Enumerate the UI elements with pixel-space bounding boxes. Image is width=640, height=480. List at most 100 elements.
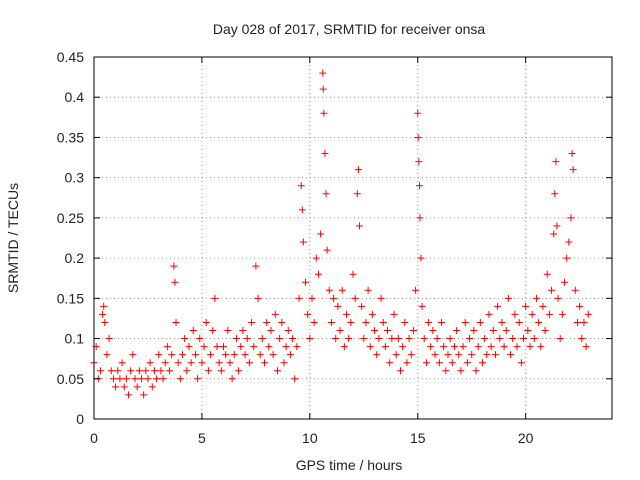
data-point xyxy=(228,375,236,383)
data-point xyxy=(168,351,176,359)
data-point xyxy=(481,335,489,343)
data-point xyxy=(99,310,107,318)
data-point xyxy=(202,318,210,326)
data-point xyxy=(526,343,534,351)
data-point xyxy=(334,302,342,310)
data-point xyxy=(563,254,571,262)
data-point xyxy=(181,335,189,343)
data-point xyxy=(133,383,141,391)
data-point xyxy=(320,109,328,117)
data-point xyxy=(433,335,441,343)
data-point xyxy=(418,302,426,310)
data-point xyxy=(463,359,471,367)
data-point xyxy=(444,351,452,359)
data-point xyxy=(442,367,450,375)
data-point xyxy=(485,310,493,318)
data-point xyxy=(539,302,547,310)
data-point xyxy=(532,294,540,302)
data-point xyxy=(122,375,130,383)
data-point xyxy=(297,182,305,190)
grid xyxy=(94,57,612,419)
data-point xyxy=(304,310,312,318)
data-point xyxy=(386,359,394,367)
data-point xyxy=(267,327,275,335)
data-point xyxy=(522,302,530,310)
data-point xyxy=(545,310,553,318)
data-point xyxy=(237,343,245,351)
data-point xyxy=(100,302,108,310)
data-point xyxy=(472,367,480,375)
data-point xyxy=(511,310,519,318)
data-point xyxy=(178,351,186,359)
data-point xyxy=(401,318,409,326)
data-point xyxy=(548,286,556,294)
data-point xyxy=(392,351,400,359)
data-point xyxy=(543,270,551,278)
data-point xyxy=(176,375,184,383)
data-point xyxy=(551,190,559,198)
data-point xyxy=(483,351,491,359)
data-point xyxy=(415,158,423,166)
data-point xyxy=(347,318,355,326)
data-point xyxy=(252,262,260,270)
data-point xyxy=(230,351,238,359)
data-point xyxy=(336,327,344,335)
data-point xyxy=(189,327,197,335)
data-point xyxy=(159,375,167,383)
data-point xyxy=(222,351,230,359)
data-point xyxy=(269,351,277,359)
data-point xyxy=(450,343,458,351)
data-point xyxy=(373,351,381,359)
data-point xyxy=(461,318,469,326)
data-point xyxy=(550,230,558,238)
data-point xyxy=(245,359,253,367)
data-point xyxy=(552,158,560,166)
x-tick-label: 5 xyxy=(198,430,206,446)
data-point xyxy=(580,318,588,326)
data-point xyxy=(325,286,333,294)
data-point xyxy=(298,206,306,214)
data-point xyxy=(291,375,299,383)
y-tick-label: 0 xyxy=(76,411,84,427)
data-point xyxy=(327,318,335,326)
data-point xyxy=(396,367,404,375)
x-tick-label: 15 xyxy=(410,430,426,446)
data-point xyxy=(520,335,528,343)
data-point xyxy=(185,343,193,351)
data-point xyxy=(427,343,435,351)
data-point xyxy=(407,351,415,359)
data-point xyxy=(235,367,243,375)
data-point xyxy=(289,335,297,343)
data-point xyxy=(248,318,256,326)
data-point xyxy=(263,318,271,326)
data-point xyxy=(349,270,357,278)
data-point xyxy=(135,367,143,375)
data-point xyxy=(576,302,584,310)
data-point xyxy=(377,294,385,302)
data-point xyxy=(504,294,512,302)
x-tick-label: 10 xyxy=(302,430,318,446)
data-point xyxy=(187,359,195,367)
data-point xyxy=(207,351,215,359)
x-tick-label: 0 xyxy=(90,430,98,446)
data-point xyxy=(491,351,499,359)
data-point xyxy=(487,343,495,351)
data-point xyxy=(440,343,448,351)
data-point xyxy=(278,318,286,326)
data-point xyxy=(558,310,566,318)
data-point xyxy=(561,278,569,286)
data-point xyxy=(196,335,204,343)
data-point xyxy=(317,230,325,238)
x-tick-label: 20 xyxy=(518,430,534,446)
data-point xyxy=(163,343,171,351)
data-point xyxy=(355,222,363,230)
data-point xyxy=(321,150,329,158)
data-point xyxy=(530,335,538,343)
data-point xyxy=(211,294,219,302)
data-point xyxy=(470,327,478,335)
data-point xyxy=(265,343,273,351)
data-point xyxy=(220,343,227,351)
data-point xyxy=(171,278,179,286)
data-point xyxy=(109,375,117,383)
data-point xyxy=(306,335,314,343)
